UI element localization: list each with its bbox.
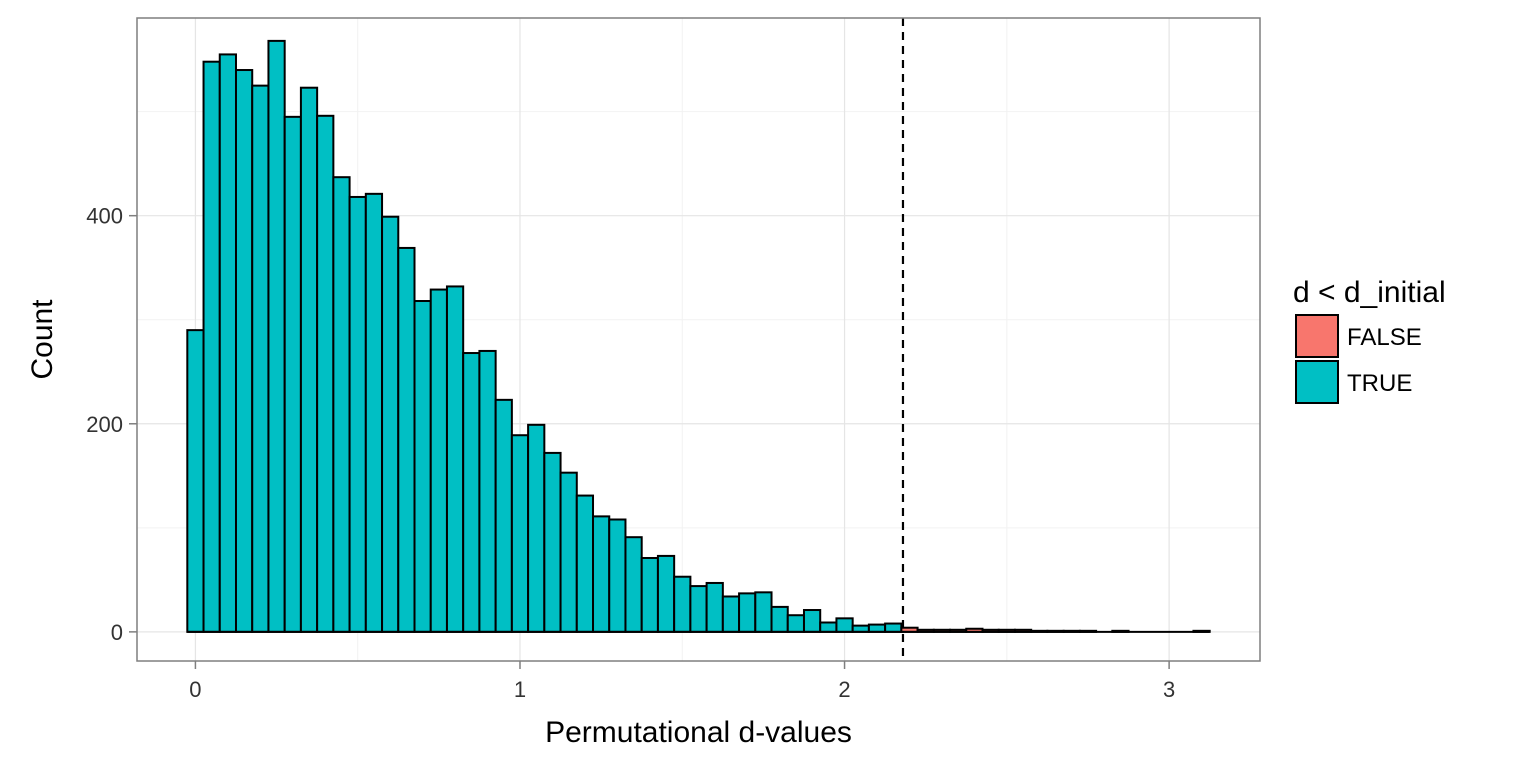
plot-panel-border	[136, 17, 1261, 662]
legend-label-false: FALSE	[1347, 324, 1422, 351]
histogram-bar-true	[592, 515, 611, 633]
histogram-bar-true	[770, 605, 789, 633]
histogram-bar-true	[397, 246, 416, 633]
histogram-bar-true	[738, 592, 757, 633]
histogram-bar-true	[267, 39, 286, 633]
histogram-bar-true	[786, 614, 805, 633]
x-axis-title: Permutational d-values	[545, 716, 852, 749]
histogram-bar-true	[721, 595, 741, 633]
histogram-bar-true	[462, 352, 481, 633]
x-tick-label: 2	[838, 677, 850, 702]
histogram-bar-true	[510, 434, 530, 633]
histogram-bar-true	[251, 84, 270, 633]
y-tick-label: 400	[86, 204, 123, 229]
histogram-bar-true	[234, 69, 254, 633]
y-tick-label: 200	[86, 412, 123, 437]
histogram-bar-true	[673, 575, 692, 633]
histogram-bar-true	[316, 114, 335, 633]
legend-key-false	[1295, 314, 1339, 358]
histogram-bar-true	[867, 623, 887, 633]
histogram-bar-true	[348, 195, 367, 633]
histogram-bar-true	[559, 471, 578, 633]
histogram-bar-true	[494, 398, 513, 633]
histogram-bar-true	[802, 609, 822, 633]
histogram-bar-true	[608, 518, 627, 633]
histogram-bar-true	[283, 115, 302, 633]
histogram-bar-true	[819, 621, 838, 633]
histogram-bar-true	[186, 329, 205, 633]
histogram-bar-true	[364, 192, 384, 633]
histogram-bars	[186, 39, 1211, 633]
histogram-bar-true	[527, 423, 546, 633]
histogram-bar-true	[413, 300, 432, 633]
x-tick-label: 1	[514, 677, 526, 702]
histogram-bar-true	[884, 622, 903, 633]
histogram-bar-true	[381, 215, 400, 633]
histogram-bar-true	[656, 554, 676, 633]
y-axis-title: Count	[26, 299, 59, 380]
histogram-bar-true	[299, 86, 319, 633]
axes: 0 1 2 3 0 200 400	[86, 204, 1175, 702]
legend-label-true: TRUE	[1347, 370, 1412, 397]
histogram-bar-true	[478, 349, 497, 633]
histogram-bar-true	[575, 494, 595, 633]
legend-title: d < d_initial	[1293, 276, 1446, 309]
legend-key-true	[1295, 360, 1339, 404]
histogram-bar-true	[202, 60, 221, 633]
histogram-bar-true	[705, 581, 724, 633]
legend: d < d_initial FALSE TRUE	[1293, 276, 1446, 404]
histogram-bar-true	[835, 617, 854, 633]
x-tick-label: 3	[1163, 677, 1175, 702]
histogram-bar-true	[624, 536, 643, 633]
histogram-bar-true	[445, 285, 465, 633]
histogram-bar-true	[640, 556, 659, 633]
y-tick-label: 0	[111, 620, 123, 645]
histogram-bar-true	[543, 451, 562, 633]
x-tick-label: 0	[189, 677, 201, 702]
histogram-bar-true	[689, 585, 708, 633]
histogram-bar-true	[218, 53, 237, 633]
histogram-bar-true	[332, 176, 351, 633]
histogram-bar-true	[754, 591, 773, 633]
histogram-bar-true	[429, 288, 448, 633]
